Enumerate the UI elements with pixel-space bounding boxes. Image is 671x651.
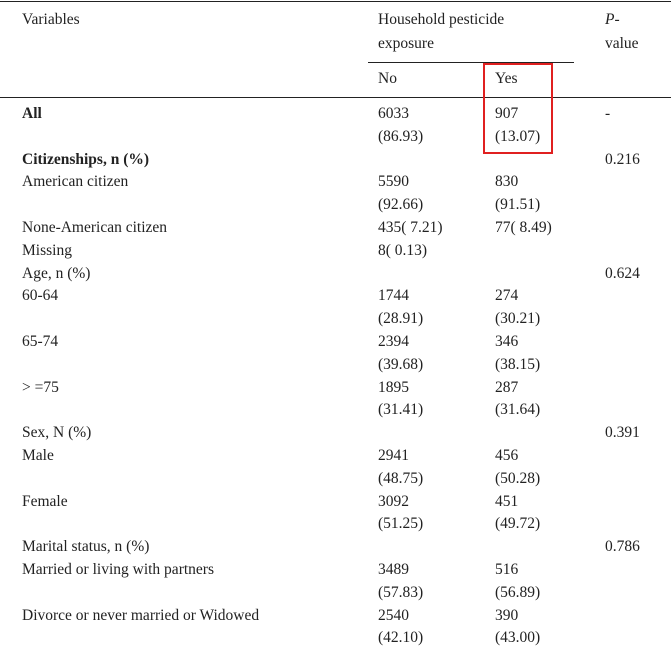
cell-yes: (50.28) [495,469,541,487]
cell-p: 0.391 [605,424,640,442]
cell-no: (92.66) [378,196,424,214]
cell-no: (31.41) [378,401,424,419]
row-label: Marital status, n (%) [22,538,150,556]
row-label: Sex, N (%) [22,424,92,442]
cell-no: 3489 [378,561,409,578]
cell-no: (57.83) [378,583,424,601]
cell-no: (86.93) [378,127,424,145]
cell-no: (39.68) [378,355,424,373]
header-p: value [605,35,639,52]
row-label: Male [22,447,54,464]
row-label: American citizen [22,173,129,191]
top-rule [0,1,671,2]
cell-yes: (31.64) [495,401,541,419]
cell-p: 0.624 [605,264,640,282]
cell-no: 435( 7.21) [378,219,443,236]
row-label: Missing [22,241,72,259]
cell-yes: 456 [495,447,519,464]
cell-no: 1895 [378,378,409,396]
cell-no: 8( 0.13) [378,241,428,259]
header-variables: Variables [22,11,80,28]
row-label: Citizenships, n (%) [22,150,150,168]
cell-yes: 274 [495,287,519,305]
cell-yes: (91.51) [495,196,541,214]
header-no: No [378,70,397,87]
cell-yes: (13.07) [495,127,541,145]
cell-no: 2540 [378,606,409,624]
group-rule [368,62,574,63]
row-label: None-American citizen [22,219,168,236]
cell-no: (48.75) [378,469,424,487]
header-yes: Yes [495,70,518,87]
row-label: Female [22,492,68,510]
cell-no: (28.91) [378,310,424,328]
cell-yes: 346 [495,333,519,350]
cell-yes: (30.21) [495,310,541,328]
header-p: P- [605,11,620,28]
cell-yes: (49.72) [495,515,541,533]
row-label: Divorce or never married or Widowed [22,606,260,624]
row-label: All [22,105,42,122]
cell-yes: (43.00) [495,629,541,647]
row-label: 65-74 [22,333,59,350]
cell-yes: 287 [495,378,519,396]
cell-yes: 907 [495,105,519,122]
row-label: Age, n (%) [22,264,91,282]
cell-yes: 451 [495,492,519,510]
cell-no: 6033 [378,105,409,122]
row-label: Married or living with partners [22,561,214,578]
row-label: 60-64 [22,287,59,305]
header-exposure: exposure [378,35,434,52]
header-rule [0,97,671,98]
cell-no: 1744 [378,287,409,305]
cell-p: 0.786 [605,538,640,556]
cell-yes: (38.15) [495,355,541,373]
cell-no: 2941 [378,447,409,464]
cell-yes: 390 [495,606,519,624]
cell-yes: 516 [495,561,519,578]
cell-no: 2394 [378,333,409,350]
cell-no: 3092 [378,492,409,510]
cell-p: - [605,105,611,122]
row-label: > =75 [22,378,59,396]
header-exposure: Household pesticide [378,11,505,28]
cell-yes: (56.89) [495,583,541,601]
cell-no: (42.10) [378,629,424,647]
cell-no: 5590 [378,173,409,191]
cell-yes: 77( 8.49) [495,219,552,236]
cell-no: (51.25) [378,515,424,533]
cell-p: 0.216 [605,150,640,168]
cell-yes: 830 [495,173,519,191]
highlight-box [483,63,553,154]
